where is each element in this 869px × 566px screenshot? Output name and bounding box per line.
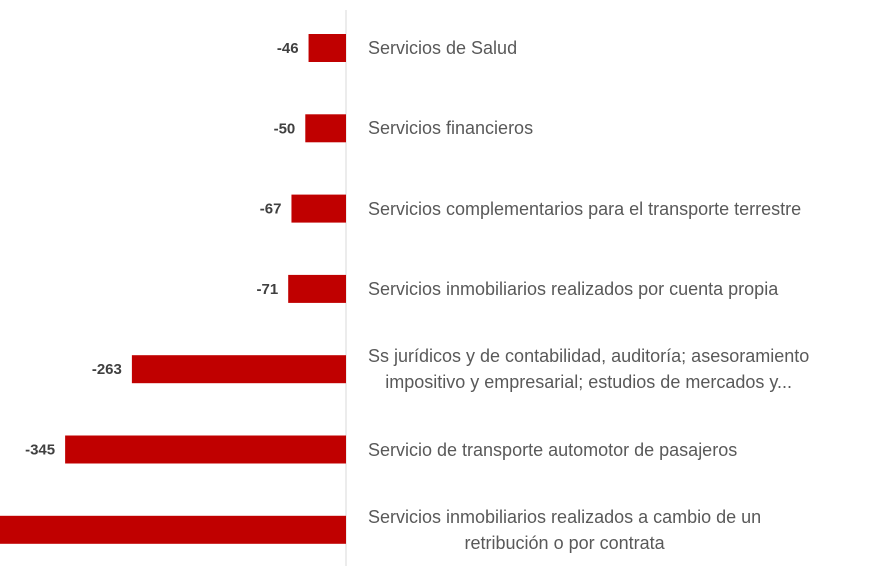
bar (131, 355, 346, 384)
category-label: Servicio de transporte automotor de pasa… (368, 439, 738, 460)
category-label: Servicios complementarios para el transp… (368, 198, 802, 219)
bar (0, 515, 346, 544)
bar (291, 194, 346, 223)
category-label: Servicios inmobiliarios realizados por c… (368, 278, 779, 299)
value-label: -67 (260, 201, 282, 218)
bar (65, 435, 347, 464)
bar (308, 34, 346, 62)
value-label: -71 (257, 281, 279, 298)
value-label: -50 (274, 120, 296, 137)
category-label: Servicios de Salud (368, 38, 518, 58)
category-label: Servicios inmobiliarios realizados a cam… (368, 506, 762, 553)
bar (305, 114, 346, 143)
bar (288, 274, 346, 303)
value-label: -345 (25, 441, 55, 458)
value-label: -263 (92, 361, 122, 378)
category-label: Ss jurídicos y de contabilidad, auditorí… (368, 346, 810, 393)
category-label: Servicios financieros (368, 118, 534, 139)
value-label: -46 (277, 40, 299, 57)
